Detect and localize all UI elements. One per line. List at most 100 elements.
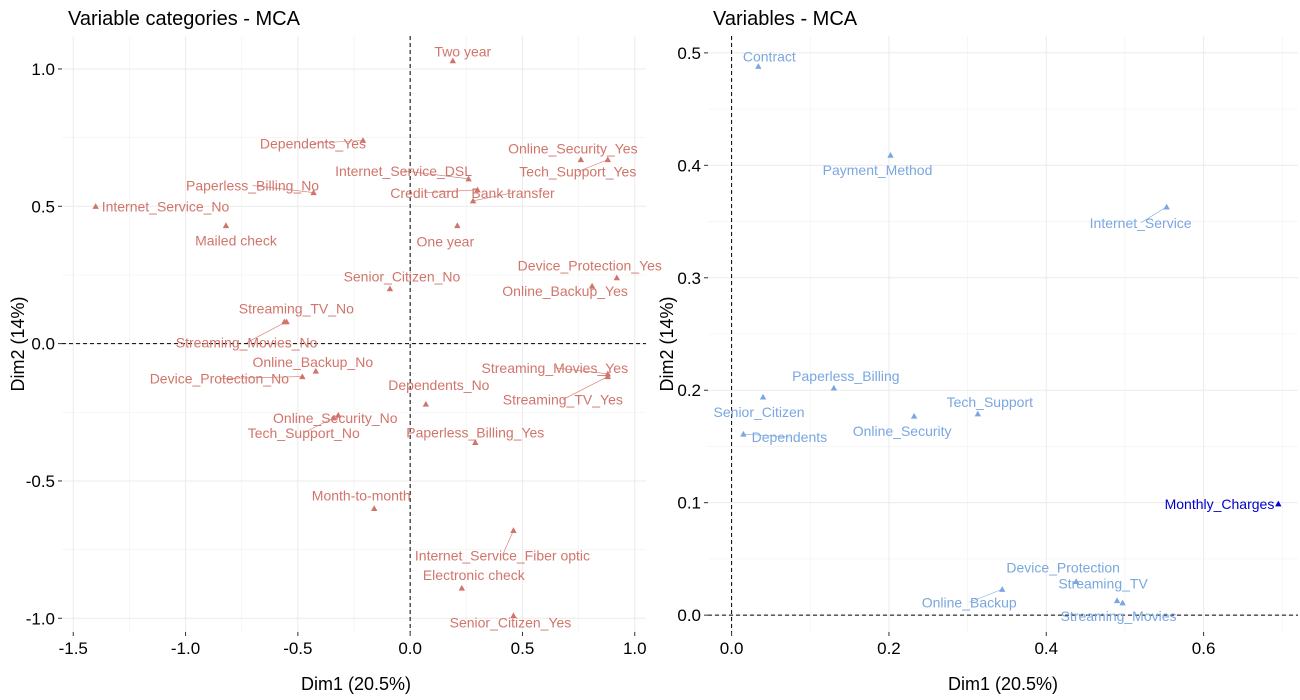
y-tick-label: 0.2 xyxy=(677,381,701,400)
x-tick-label: 0.6 xyxy=(1192,639,1216,658)
data-point-marker xyxy=(1113,597,1121,604)
data-point-marker xyxy=(92,203,99,209)
data-point-label: Internet_Service_No xyxy=(102,198,230,214)
data-point-label: Streaming_TV xyxy=(1058,576,1148,592)
data-points: ContractPayment_MethodInternet_ServicePa… xyxy=(714,48,1282,624)
x-tick-label: -0.5 xyxy=(283,639,312,658)
data-point-marker xyxy=(613,274,620,281)
label-leader-line xyxy=(577,159,608,172)
data-point-marker xyxy=(474,186,481,193)
chart-title: Variables - MCA xyxy=(713,8,858,30)
data-point-label: Electronic check xyxy=(423,567,526,583)
data-point-marker xyxy=(222,222,230,229)
data-point-label: Payment_Method xyxy=(823,162,933,178)
data-point-marker xyxy=(454,222,461,229)
data-point-marker xyxy=(1072,578,1080,584)
x-tick-label: 0.4 xyxy=(1034,639,1058,658)
data-point-marker xyxy=(510,612,517,619)
data-point-label: Contract xyxy=(743,48,796,64)
data-point-label: Paperless_Billing_Yes xyxy=(406,424,544,440)
x-tick-label: 0.2 xyxy=(877,639,901,658)
y-tick-label: 0.0 xyxy=(31,335,55,354)
data-point-marker xyxy=(910,412,918,419)
data-point-label: One year xyxy=(417,234,475,250)
data-point-label: Online_Backup_No xyxy=(252,354,373,370)
data-point-marker xyxy=(604,156,612,163)
data-point-marker xyxy=(299,373,306,380)
axis-ticks: -1.5 -1.0 -0.5 0.0 0.5 1.0-1.0-0.50.00.51.0 xyxy=(26,60,647,658)
x-tick-label: -1.0 xyxy=(171,639,200,658)
label-leader-line xyxy=(969,588,1003,603)
y-tick-label: 0.3 xyxy=(677,269,701,288)
data-point-label: Two year xyxy=(434,44,491,60)
y-tick-label: 0.1 xyxy=(677,494,701,513)
y-axis-label: Dim2 (14%) xyxy=(8,296,28,391)
y-axis-label: Dim2 (14%) xyxy=(657,296,677,391)
y-tick-label: 0.0 xyxy=(677,606,701,625)
chart-title: Variable categories - MCA xyxy=(68,8,301,30)
label-leader-line xyxy=(303,417,334,434)
grid xyxy=(708,36,1298,632)
x-axis-label: Dim1 (20.5%) xyxy=(301,674,411,694)
data-point-marker xyxy=(310,189,317,196)
label-leader-line xyxy=(554,367,608,375)
data-point-label: Month-to-month xyxy=(312,487,411,503)
x-axis-label: Dim1 (20.5%) xyxy=(948,674,1058,694)
data-point-marker xyxy=(465,175,472,182)
label-leader-line xyxy=(219,376,303,379)
label-leader-line xyxy=(1140,206,1167,224)
data-point-label: Senior_Citizen_No xyxy=(344,269,461,285)
label-leader-line xyxy=(743,433,790,438)
data-point-marker xyxy=(312,367,320,374)
data-point-marker xyxy=(577,156,585,163)
data-point-marker xyxy=(755,63,762,69)
data-point-label: Senior_Citizen xyxy=(714,404,805,420)
data-point-label: Senior_Citizen_Yes xyxy=(450,615,572,631)
data-point-marker xyxy=(510,527,517,533)
y-tick-label: 0.5 xyxy=(677,44,701,63)
data-point-marker xyxy=(588,282,596,289)
data-point-marker xyxy=(887,152,894,158)
data-point-label: Tech_Support xyxy=(947,394,1034,410)
data-point-marker xyxy=(472,439,479,446)
label-leader-line xyxy=(562,376,608,400)
grid xyxy=(62,36,646,632)
axis-ticks: 0.0 0.2 0.4 0.6 0.0 0.1 0.2 0.3 0.4 0.5 xyxy=(677,44,1215,658)
label-leader-line xyxy=(246,321,287,343)
data-point-label: Online_Security_Yes xyxy=(508,141,637,157)
data-point-label: Streaming_Movies xyxy=(1061,608,1177,624)
data-point-marker xyxy=(422,400,430,407)
data-point-marker xyxy=(386,285,394,292)
data-point-marker xyxy=(830,384,838,391)
data-point-marker xyxy=(458,584,466,591)
x-tick-label: -1.5 xyxy=(59,639,88,658)
label-leader-line xyxy=(424,189,478,194)
data-point-label: Paperless_Billing xyxy=(792,368,899,384)
label-leader-line xyxy=(312,140,364,144)
y-tick-label: -1.0 xyxy=(26,609,55,628)
x-tick-label: 1.0 xyxy=(623,639,647,658)
chart-panel-variables: Variables - MCA Dim1 (20.5%) Dim2 (14%) … xyxy=(657,8,1298,694)
label-leader-line xyxy=(403,170,469,180)
data-point-label: Device_Protection_Yes xyxy=(518,258,662,274)
data-point-label: Device_Protection xyxy=(1006,559,1120,575)
chart-panel-variable-categories: Variable categories - MCA Dim1 (20.5%) D… xyxy=(8,8,662,694)
data-point-marker xyxy=(999,586,1006,592)
label-leader-line xyxy=(502,530,514,556)
data-point-label: Online_Security xyxy=(853,423,952,439)
data-point-marker xyxy=(371,505,378,511)
label-leader-line xyxy=(252,185,314,193)
y-tick-label: 1.0 xyxy=(31,60,55,79)
x-tick-label: 0.5 xyxy=(511,639,535,658)
data-point-label: Mailed check xyxy=(195,233,278,249)
data-point-marker xyxy=(974,410,982,417)
data-point-marker xyxy=(1119,599,1126,606)
data-point-label: Streaming_TV_No xyxy=(239,301,354,317)
y-tick-label: 0.5 xyxy=(31,197,55,216)
y-tick-label: -0.5 xyxy=(26,472,55,491)
data-point-label: Monthly_Charges xyxy=(1165,496,1275,512)
data-point-marker xyxy=(1275,500,1282,507)
data-point-marker xyxy=(335,411,342,418)
